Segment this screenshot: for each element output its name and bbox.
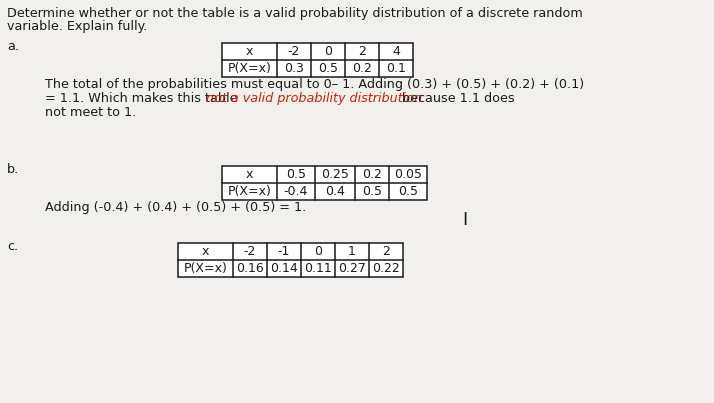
Text: 0.3: 0.3 [284, 62, 304, 75]
Text: 0.5: 0.5 [398, 185, 418, 198]
Text: Adding (-0.4) + (0.4) + (0.5) + (0.5) = 1.: Adding (-0.4) + (0.4) + (0.5) + (0.5) = … [45, 201, 306, 214]
Text: P(X=x): P(X=x) [228, 62, 271, 75]
Bar [178, 243, 403, 277]
Text: 0.14: 0.14 [270, 262, 298, 275]
Text: -0.4: -0.4 [283, 185, 308, 198]
Text: -2: -2 [288, 45, 300, 58]
Text: Determine whether or not the table is a valid probability distribution of a disc: Determine whether or not the table is a … [7, 7, 583, 20]
Text: 2: 2 [382, 245, 390, 258]
Text: x: x [246, 168, 253, 181]
Text: 0.4: 0.4 [325, 185, 345, 198]
Text: 0.05: 0.05 [394, 168, 422, 181]
Text: 0.16: 0.16 [236, 262, 264, 275]
Text: -2: -2 [243, 245, 256, 258]
Text: 0: 0 [314, 245, 322, 258]
Text: -1: -1 [278, 245, 290, 258]
Text: not meet to 1.: not meet to 1. [45, 106, 136, 119]
Text: 4: 4 [392, 45, 400, 58]
Text: P(X=x): P(X=x) [228, 185, 271, 198]
Text: 2: 2 [358, 45, 366, 58]
Text: 0.2: 0.2 [352, 62, 372, 75]
Text: variable. Explain fully.: variable. Explain fully. [7, 20, 147, 33]
Text: x: x [202, 245, 209, 258]
Text: 0.11: 0.11 [304, 262, 332, 275]
Text: 0.5: 0.5 [318, 62, 338, 75]
Text: not a valid probability distribution: not a valid probability distribution [206, 92, 422, 105]
Text: 0.5: 0.5 [286, 168, 306, 181]
Text: 0.27: 0.27 [338, 262, 366, 275]
Bar [222, 43, 413, 77]
Text: 0.2: 0.2 [362, 168, 382, 181]
Text: b.: b. [7, 163, 19, 176]
Text: x: x [246, 45, 253, 58]
Text: 0: 0 [324, 45, 332, 58]
Text: because 1.1 does: because 1.1 does [398, 92, 515, 105]
Text: 1: 1 [348, 245, 356, 258]
Text: 0.25: 0.25 [321, 168, 349, 181]
Text: The total of the probabilities must equal to 0– 1. Adding (0.3) + (0.5) + (0.2) : The total of the probabilities must equa… [45, 78, 584, 91]
Text: 0.22: 0.22 [372, 262, 400, 275]
Text: 0.5: 0.5 [362, 185, 382, 198]
Text: P(X=x): P(X=x) [183, 262, 228, 275]
Text: I: I [462, 211, 467, 229]
Text: 0.1: 0.1 [386, 62, 406, 75]
Text: a.: a. [7, 40, 19, 53]
Text: = 1.1. Which makes this table: = 1.1. Which makes this table [45, 92, 241, 105]
Bar [222, 166, 427, 200]
Text: c.: c. [7, 240, 18, 253]
